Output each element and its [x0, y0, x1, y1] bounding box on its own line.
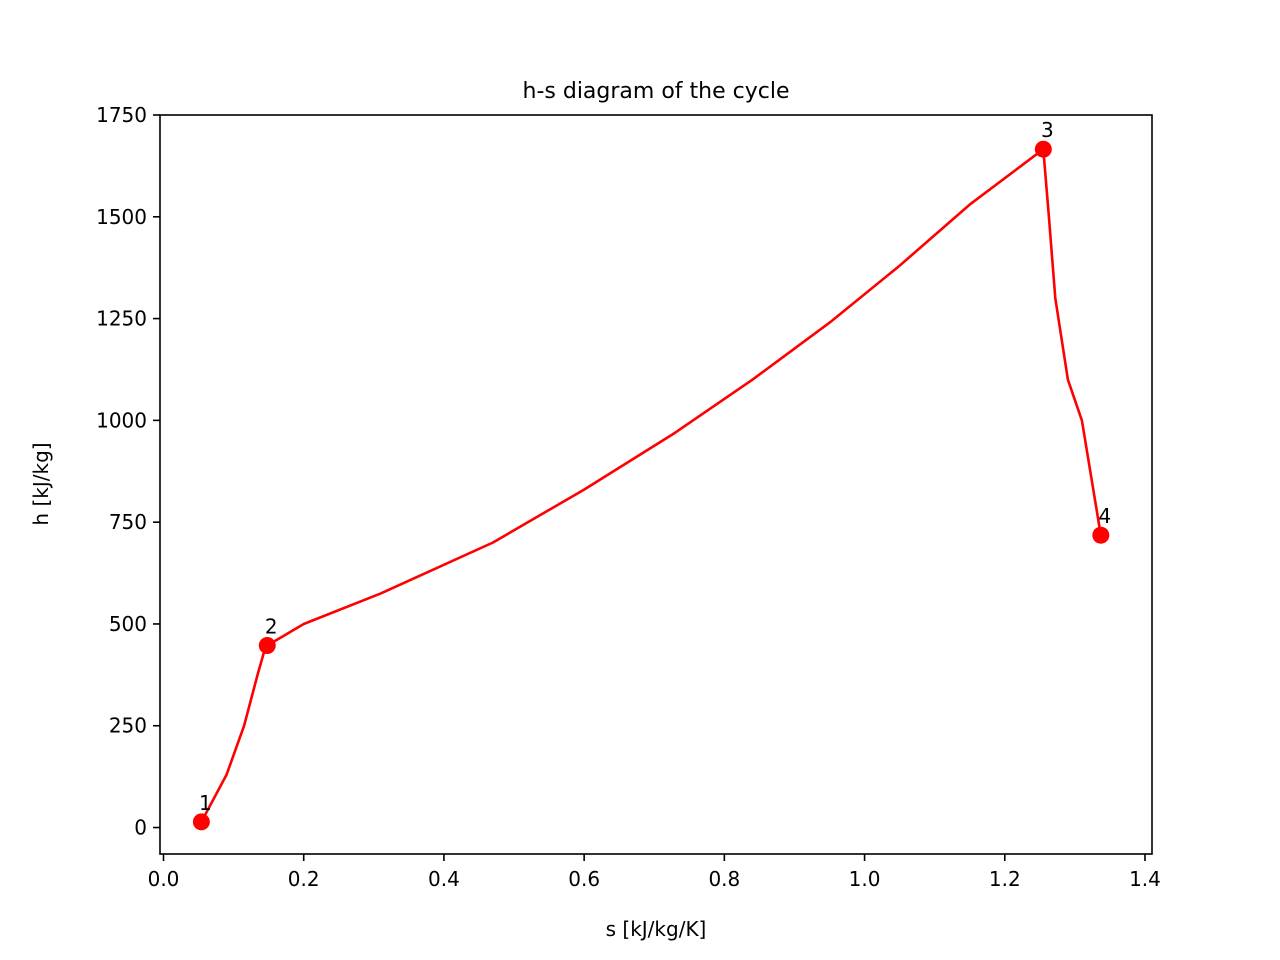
state-point-1: [192, 813, 210, 831]
x-tick-label: 1.2: [989, 867, 1021, 891]
y-tick-label: 250: [109, 714, 147, 738]
x-tick-label: 1.4: [1129, 867, 1161, 891]
points-layer: 1 2 3 4: [192, 118, 1111, 831]
series-layer: [200, 147, 1103, 823]
x-tick-label: 0.6: [568, 867, 600, 891]
state-point-label-4: 4: [1098, 504, 1111, 528]
x-tick-label: 0.8: [708, 867, 740, 891]
plot-frame: [159, 114, 1153, 855]
y-tick-label: 500: [109, 612, 147, 636]
y-tick-label: 1000: [96, 408, 147, 432]
y-tick-label: 750: [109, 510, 147, 534]
x-tick-label: 0.2: [288, 867, 320, 891]
state-point-2: [258, 637, 276, 655]
x-axis-ticks: 0.0 0.2 0.4 0.6 0.8 1.0 1.2 1.4: [148, 854, 1161, 891]
chart-title: h-s diagram of the cycle: [523, 79, 790, 104]
y-axis-label: h [kJ/kg]: [29, 442, 53, 525]
x-axis-label: s [kJ/kg/K]: [606, 917, 707, 941]
y-axis-ticks: 0 250 500 750 1000 1250 1500 1750: [96, 103, 160, 840]
y-tick-label: 1250: [96, 307, 147, 331]
y-tick-label: 1750: [96, 103, 147, 127]
x-tick-label: 0.0: [148, 867, 180, 891]
y-tick-label: 0: [134, 816, 147, 840]
state-point-label-1: 1: [199, 791, 212, 815]
state-point-label-3: 3: [1041, 118, 1054, 142]
y-tick-label: 1500: [96, 205, 147, 229]
state-point-4: [1092, 526, 1110, 544]
x-tick-label: 1.0: [849, 867, 881, 891]
x-tick-label: 0.4: [428, 867, 460, 891]
state-point-3: [1034, 140, 1052, 158]
cycle-line: [200, 147, 1103, 823]
state-point-label-2: 2: [265, 615, 278, 639]
